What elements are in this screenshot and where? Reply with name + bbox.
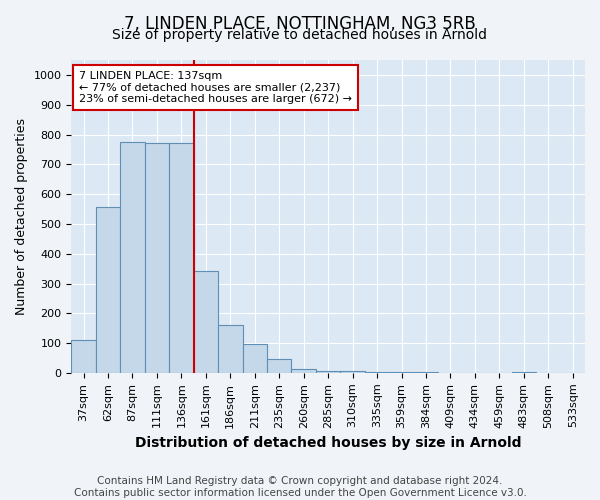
Text: Size of property relative to detached houses in Arnold: Size of property relative to detached ho…: [113, 28, 487, 42]
Y-axis label: Number of detached properties: Number of detached properties: [15, 118, 28, 315]
Bar: [316, 370, 340, 373]
Bar: [292, 370, 316, 373]
Bar: [169, 144, 194, 373]
Bar: [218, 324, 242, 373]
Bar: [96, 207, 120, 373]
Bar: [267, 358, 292, 373]
Bar: [120, 142, 145, 373]
Bar: [365, 372, 389, 373]
Text: 7 LINDEN PLACE: 137sqm
← 77% of detached houses are smaller (2,237)
23% of semi-: 7 LINDEN PLACE: 137sqm ← 77% of detached…: [79, 71, 352, 104]
X-axis label: Distribution of detached houses by size in Arnold: Distribution of detached houses by size …: [135, 436, 521, 450]
Bar: [389, 372, 414, 373]
Bar: [414, 372, 438, 373]
Bar: [145, 144, 169, 373]
Text: 7, LINDEN PLACE, NOTTINGHAM, NG3 5RB: 7, LINDEN PLACE, NOTTINGHAM, NG3 5RB: [124, 15, 476, 33]
Bar: [512, 372, 536, 373]
Text: Contains HM Land Registry data © Crown copyright and database right 2024.
Contai: Contains HM Land Registry data © Crown c…: [74, 476, 526, 498]
Bar: [71, 340, 96, 373]
Bar: [340, 372, 365, 373]
Bar: [194, 270, 218, 373]
Bar: [242, 344, 267, 373]
